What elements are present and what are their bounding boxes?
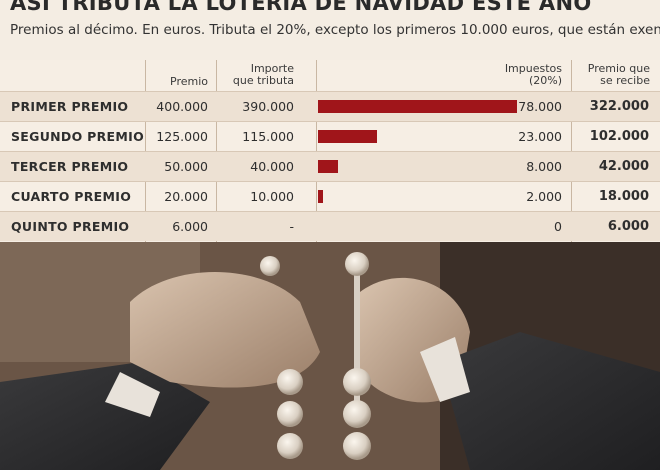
net-prize: 42.000 (598, 159, 649, 174)
taxable-amount: 115.000 (242, 129, 294, 144)
tax-amount: 2.000 (526, 189, 562, 204)
tax-bar (318, 100, 517, 113)
prize-name: TERCER PREMIO (11, 159, 129, 174)
header-impuestos: Impuestos (20%) (504, 62, 562, 87)
tax-bar (318, 130, 377, 143)
table-row: PRIMER PREMIO 400.000 390.000 78.000 322.000 (0, 91, 660, 121)
chart-title: ASÍ TRIBUTA LA LOTERÍA DE NAVIDAD ESTE A… (10, 0, 592, 15)
taxable-amount: 10.000 (250, 189, 294, 204)
table-row: TERCER PREMIO 50.000 40.000 8.000 42.000 (0, 151, 660, 181)
prize-amount: 20.000 (164, 189, 208, 204)
tax-bar (318, 190, 324, 203)
prize-name: CUARTO PREMIO (11, 189, 132, 204)
hands-with-lottery-balls-image (0, 242, 660, 470)
taxable-amount: 390.000 (242, 99, 294, 114)
prize-name: PRIMER PREMIO (11, 99, 129, 114)
prize-name: SEGUNDO PREMIO (11, 129, 145, 144)
tax-amount: 8.000 (526, 159, 562, 174)
tax-bar (318, 160, 339, 173)
taxable-amount: 40.000 (250, 159, 294, 174)
table-row: SEGUNDO PREMIO 125.000 115.000 23.000 102.00… (0, 121, 660, 151)
chart-subtitle: Premios al décimo. En euros. Tributa el … (10, 22, 660, 38)
header-premio: Premio (170, 75, 208, 88)
prize-name: QUINTO PREMIO (11, 219, 130, 234)
header-recibe: Premio que se recibe (587, 62, 650, 87)
net-prize: 18.000 (598, 189, 649, 204)
net-prize: 6.000 (607, 219, 649, 234)
table-row: QUINTO PREMIO 6.000 - 0 6.000 (0, 211, 660, 241)
net-prize: 102.000 (589, 129, 649, 144)
prize-amount: 125.000 (156, 129, 208, 144)
table-row: CUARTO PREMIO 20.000 10.000 2.000 18.000 (0, 181, 660, 211)
header-importe: Importe que tributa (232, 62, 294, 87)
prize-amount: 50.000 (164, 159, 208, 174)
tax-amount: 23.000 (518, 129, 562, 144)
lottery-photo (0, 242, 660, 470)
net-prize: 322.000 (589, 99, 649, 114)
tax-amount: 0 (554, 219, 562, 234)
prize-amount: 6.000 (172, 219, 208, 234)
tax-amount: 78.000 (518, 99, 562, 114)
taxable-amount: - (289, 219, 294, 234)
tax-table: Premio Importe que tributa Impuestos (20… (0, 60, 660, 242)
prize-amount: 400.000 (156, 99, 208, 114)
